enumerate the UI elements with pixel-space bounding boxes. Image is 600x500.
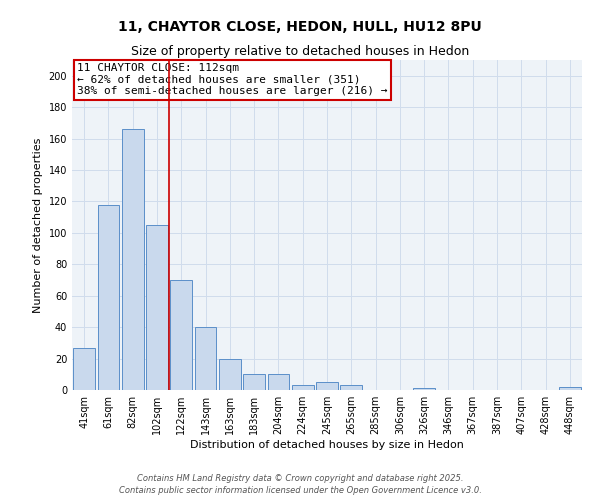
Bar (97, 204, 119, 390)
Bar (122, 129, 143, 390)
Bar (559, 387, 581, 390)
Text: Size of property relative to detached houses in Hedon: Size of property relative to detached ho… (131, 45, 469, 58)
Y-axis label: Number of detached properties: Number of detached properties (33, 138, 43, 312)
Bar (170, 280, 192, 390)
Bar (219, 358, 241, 390)
Bar (268, 374, 289, 390)
Bar (340, 386, 362, 390)
Bar (73, 348, 95, 390)
Bar (146, 225, 168, 390)
Text: Contains HM Land Registry data © Crown copyright and database right 2025.
Contai: Contains HM Land Registry data © Crown c… (119, 474, 481, 495)
Bar (316, 382, 338, 390)
Bar (243, 374, 265, 390)
Text: 11, CHAYTOR CLOSE, HEDON, HULL, HU12 8PU: 11, CHAYTOR CLOSE, HEDON, HULL, HU12 8PU (118, 20, 482, 34)
Bar (292, 386, 314, 390)
X-axis label: Distribution of detached houses by size in Hedon: Distribution of detached houses by size … (190, 440, 464, 450)
Bar (413, 388, 435, 390)
Bar (194, 327, 217, 390)
Text: 11 CHAYTOR CLOSE: 112sqm
← 62% of detached houses are smaller (351)
38% of semi-: 11 CHAYTOR CLOSE: 112sqm ← 62% of detach… (77, 64, 388, 96)
